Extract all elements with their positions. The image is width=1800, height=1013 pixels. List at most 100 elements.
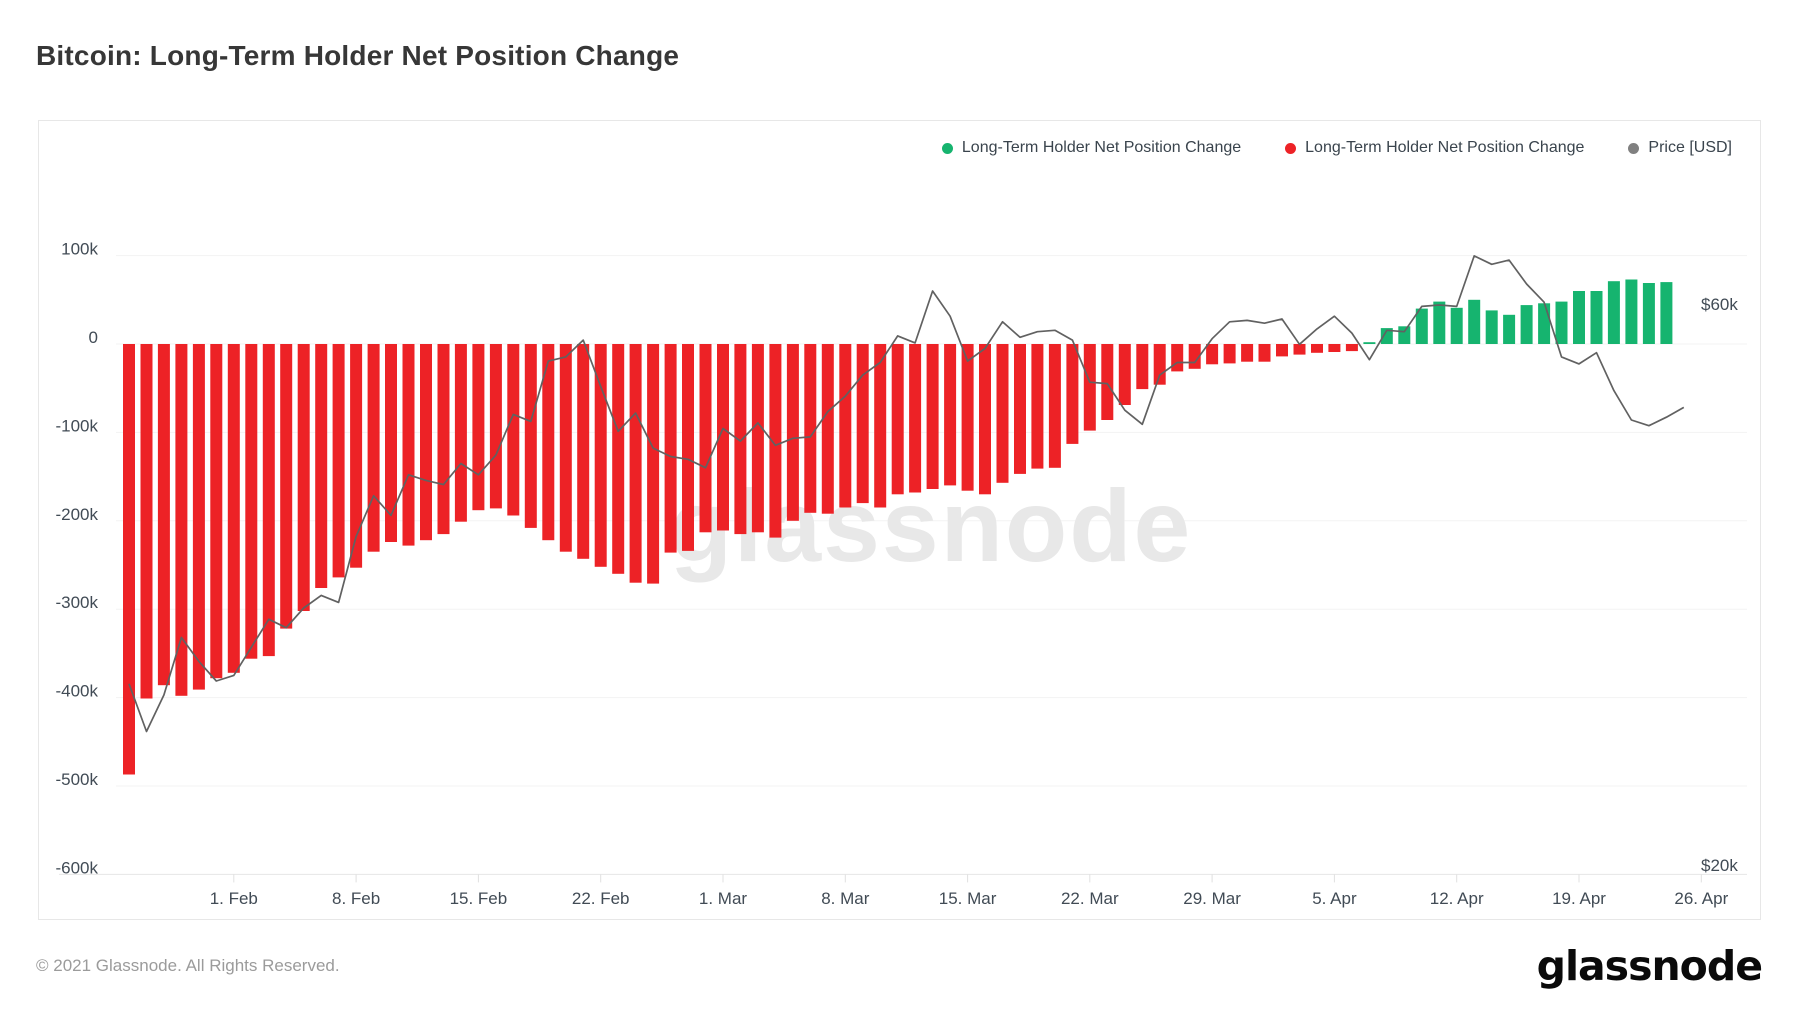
x-axis-label: 8. Feb xyxy=(332,889,380,908)
chart-bar[interactable] xyxy=(1590,291,1603,344)
chart-bar[interactable] xyxy=(979,344,991,495)
chart-bar[interactable] xyxy=(804,344,817,513)
chart-bar[interactable] xyxy=(1276,344,1288,357)
chart-bar[interactable] xyxy=(1450,307,1463,344)
chart-bar[interactable] xyxy=(1520,305,1533,344)
chart-bar[interactable] xyxy=(1258,344,1271,362)
chart-bar[interactable] xyxy=(1048,344,1061,468)
chart-bar[interactable] xyxy=(1398,326,1411,344)
chart-bar[interactable] xyxy=(874,344,887,508)
chart-bar[interactable] xyxy=(1328,344,1341,352)
chart-bar[interactable] xyxy=(1642,283,1655,344)
chart-svg[interactable]: glassnode100k0-100k-200k-300k-400k-500k-… xyxy=(39,121,1762,921)
chart-bar[interactable] xyxy=(559,344,572,552)
chart-bar[interactable] xyxy=(1083,344,1096,431)
x-axis-label: 12. Apr xyxy=(1430,889,1484,908)
chart-bar[interactable] xyxy=(280,344,293,629)
chart-bar[interactable] xyxy=(297,344,310,611)
chart-bar[interactable] xyxy=(1607,281,1620,344)
chart-bar[interactable] xyxy=(315,344,328,588)
chart-bar[interactable] xyxy=(1136,344,1149,390)
chart-bar[interactable] xyxy=(192,344,205,690)
chart-bar[interactable] xyxy=(350,344,363,568)
chart-bar[interactable] xyxy=(1485,310,1498,344)
chart-bar[interactable] xyxy=(594,344,607,567)
chart-bar[interactable] xyxy=(664,344,677,553)
chart-bar[interactable] xyxy=(786,344,799,521)
chart-bar[interactable] xyxy=(175,344,188,696)
chart-bar[interactable] xyxy=(682,344,694,551)
chart-bar[interactable] xyxy=(909,344,922,493)
chart-bar[interactable] xyxy=(245,344,258,659)
chart-bar[interactable] xyxy=(332,344,345,578)
chart-bar[interactable] xyxy=(1363,342,1376,344)
x-axis-label: 22. Mar xyxy=(1061,889,1119,908)
chart-bar[interactable] xyxy=(961,344,974,491)
chart-bar[interactable] xyxy=(1014,344,1026,474)
chart-bar[interactable] xyxy=(1293,344,1306,355)
y-axis-label: -100k xyxy=(55,416,98,435)
glassnode-logo[interactable]: glassnode xyxy=(1536,942,1763,990)
chart-bar[interactable] xyxy=(140,344,153,699)
chart-bar[interactable] xyxy=(1433,301,1446,344)
chart-bar[interactable] xyxy=(1066,344,1079,444)
chart-bar[interactable] xyxy=(420,344,432,541)
chart-bar[interactable] xyxy=(647,344,660,584)
y-axis-label: 100k xyxy=(61,240,98,259)
chart-bar[interactable] xyxy=(1573,291,1585,344)
chart-bar[interactable] xyxy=(1206,344,1219,365)
chart-bar[interactable] xyxy=(402,344,415,546)
chart-bar[interactable] xyxy=(996,344,1009,483)
chart-bar[interactable] xyxy=(1503,314,1516,344)
chart-bar[interactable] xyxy=(1660,282,1673,344)
chart-bar[interactable] xyxy=(1345,344,1358,352)
chart-bar[interactable] xyxy=(1153,344,1166,385)
chart-bar[interactable] xyxy=(717,344,729,531)
chart-bar[interactable] xyxy=(926,344,939,489)
chart-bar[interactable] xyxy=(891,344,904,495)
chart-bar[interactable] xyxy=(1311,344,1323,353)
chart-bar[interactable] xyxy=(524,344,537,528)
chart-bar[interactable] xyxy=(1241,344,1254,362)
chart-bar[interactable] xyxy=(1625,279,1638,345)
chart-bar[interactable] xyxy=(1555,301,1568,344)
chart-bar[interactable] xyxy=(489,344,502,509)
x-axis-label: 8. Mar xyxy=(821,889,870,908)
chart-bar[interactable] xyxy=(944,344,957,486)
chart-bar[interactable] xyxy=(262,344,275,657)
chart-bar[interactable] xyxy=(1118,344,1131,405)
chart-bar[interactable] xyxy=(699,344,712,533)
chart-bar[interactable] xyxy=(821,344,834,514)
chart-bar[interactable] xyxy=(1031,344,1044,469)
chart-bar[interactable] xyxy=(472,344,485,511)
chart-bar[interactable] xyxy=(769,344,782,538)
chart-bar[interactable] xyxy=(1223,344,1236,364)
chart-bar[interactable] xyxy=(1380,328,1393,344)
chart-bar[interactable] xyxy=(227,344,240,673)
chart-bar[interactable] xyxy=(577,344,590,559)
chart-bar[interactable] xyxy=(157,344,170,686)
legend-item-lth-negative[interactable]: Long-Term Holder Net Position Change xyxy=(1285,139,1584,157)
chart-bar[interactable] xyxy=(1538,303,1551,344)
chart-bar[interactable] xyxy=(367,344,380,552)
chart-bar[interactable] xyxy=(123,344,135,775)
chart-bar[interactable] xyxy=(612,344,625,574)
chart-bar[interactable] xyxy=(1171,344,1184,372)
chart-bar[interactable] xyxy=(839,344,852,508)
chart-bar[interactable] xyxy=(1415,308,1428,344)
chart-bar[interactable] xyxy=(210,344,223,679)
chart-bar[interactable] xyxy=(385,344,397,542)
price-line[interactable] xyxy=(128,255,1685,733)
chart-bar[interactable] xyxy=(734,344,747,535)
chart-bar[interactable] xyxy=(454,344,467,522)
chart-bar[interactable] xyxy=(542,344,555,541)
chart-bar[interactable] xyxy=(856,344,869,504)
chart-bar[interactable] xyxy=(629,344,642,583)
legend-item-price[interactable]: Price [USD] xyxy=(1628,139,1732,157)
legend-item-lth-positive[interactable]: Long-Term Holder Net Position Change xyxy=(941,139,1241,157)
chart-bar[interactable] xyxy=(751,344,764,533)
chart-bar[interactable] xyxy=(1468,299,1481,344)
chart-bar[interactable] xyxy=(1101,344,1114,420)
chart-bar[interactable] xyxy=(507,344,520,516)
chart-bar[interactable] xyxy=(437,344,450,535)
